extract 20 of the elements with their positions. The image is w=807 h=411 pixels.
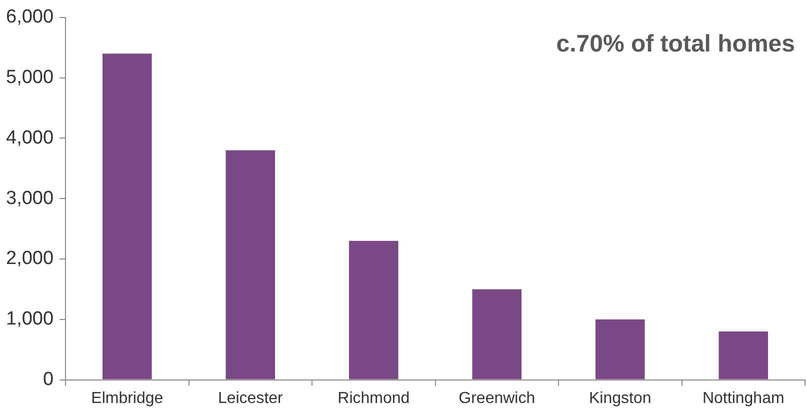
y-tick-label: 2,000 [6,248,54,270]
x-tick-label: Elmbridge [91,390,164,407]
y-tick-label: 6,000 [6,6,54,28]
x-tick-label: Richmond [338,390,410,407]
annotation: c.70% of total homes [556,30,795,58]
x-tick-label: Leicester [218,390,284,407]
x-tick-label: Nottingham [702,390,784,407]
y-tick-label: 1,000 [6,308,54,330]
bar [595,319,645,380]
y-tick-label: 0 [42,369,54,390]
bar [349,240,398,380]
y-tick-label: 5,000 [6,67,54,88]
bar [102,54,152,380]
y-tick-label: 3,000 [6,188,54,209]
x-tick-label: Kingston [589,390,652,407]
bar [226,150,276,380]
x-tick-label: Greenwich [458,390,536,407]
bar [472,289,522,380]
y-tick-label: 4,000 [6,127,54,148]
bar [718,331,768,380]
